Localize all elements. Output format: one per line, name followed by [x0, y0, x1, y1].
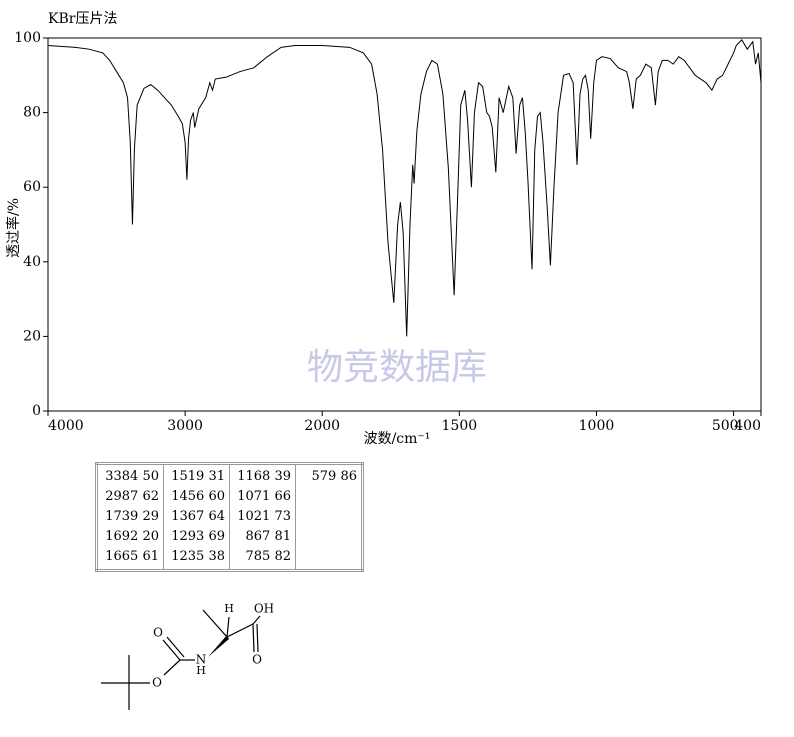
- table-cell: 1692 20: [105, 529, 159, 544]
- y-tick-label: 20: [23, 328, 41, 344]
- y-tick-label: 40: [23, 254, 41, 270]
- chart-title: KBr压片法: [48, 11, 117, 27]
- y-tick-label: 80: [23, 105, 41, 121]
- peak-table: 3384 50 2987 62 1739 29 1692 20 1665 61 1519 …: [95, 462, 364, 572]
- atom-label: O: [252, 653, 262, 667]
- x-tick-label: 1500: [442, 418, 478, 434]
- table-cell: 579 86: [311, 469, 358, 484]
- plot-frame: [47, 37, 762, 412]
- table-cell: 1168 39: [237, 469, 291, 484]
- table-cell: 3384 50: [105, 469, 159, 484]
- x-tick-label: 2000: [304, 418, 340, 434]
- table-cell: 1739 29: [105, 509, 159, 524]
- atom-label: OH: [254, 602, 274, 616]
- table-column: 1519 31 1456 60 1367 64 1293 69 1235 38: [163, 463, 230, 571]
- atom-label: H: [224, 602, 234, 615]
- table-cell: 1367 64: [171, 509, 225, 524]
- chart: KBr压片法 波数/cm⁻¹ 透过率/% 物竞数据库 0 20 40 60 80 100 4…: [5, 11, 762, 447]
- atom-label: O: [152, 676, 162, 690]
- table-column: 579 86: [295, 463, 363, 571]
- table-cell: 1293 69: [171, 529, 225, 544]
- x-tick-label: 4000: [48, 418, 84, 434]
- x-tick-label: 3000: [167, 418, 203, 434]
- y-tick-label: 100: [14, 30, 41, 46]
- x-tick-label: 400: [734, 418, 761, 434]
- y-tick-label: 60: [23, 179, 41, 195]
- watermark: 物竞数据库: [307, 347, 487, 388]
- y-axis-label: 透过率/%: [5, 198, 22, 258]
- table-cell: 1071 66: [237, 489, 291, 504]
- y-tick-label: 0: [32, 403, 41, 419]
- table-cell: 1456 60: [171, 489, 225, 504]
- spectrum-line: [47, 39, 762, 337]
- table-cell: 1235 38: [171, 549, 225, 564]
- table-cell: 1021 73: [237, 509, 291, 524]
- x-tick-label: 1000: [579, 418, 615, 434]
- table-cell: 867 81: [245, 529, 292, 544]
- x-tick-label: 500: [712, 418, 739, 434]
- table-cell: 2987 62: [105, 489, 159, 504]
- table-cell: 1519 31: [171, 469, 225, 484]
- atom-label: O: [153, 626, 163, 640]
- table-cell: 1665 61: [105, 549, 159, 564]
- table-cell: 785 82: [245, 549, 292, 564]
- table-column: 1168 39 1071 66 1021 73 867 81 785 82: [229, 463, 296, 571]
- atom-label: N: [196, 653, 207, 667]
- table-column: 3384 50 2987 62 1739 29 1692 20 1665 61: [96, 463, 164, 571]
- x-axis-label: 波数/cm⁻¹: [364, 431, 431, 447]
- atom-label: H: [196, 664, 206, 677]
